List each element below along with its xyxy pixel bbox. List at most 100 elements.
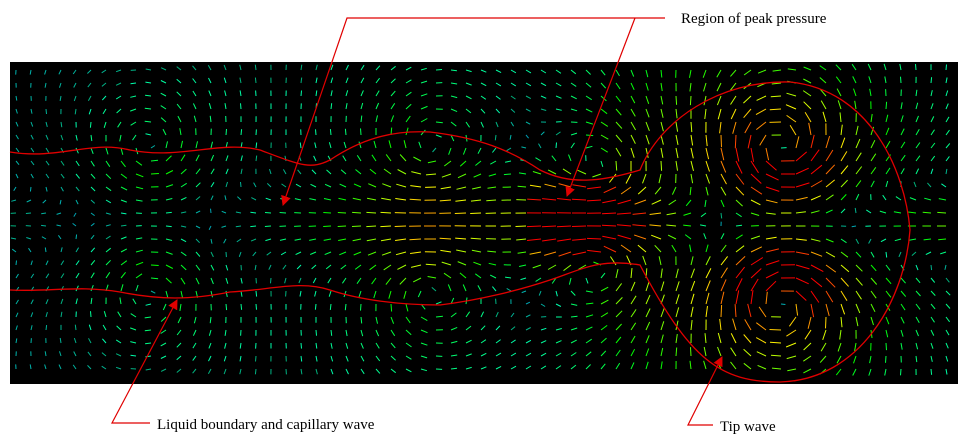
flow-panel xyxy=(10,62,958,384)
annotation-label: Liquid boundary and capillary wave xyxy=(157,417,375,433)
velocity-vector xyxy=(241,182,242,187)
velocity-vector xyxy=(516,226,527,227)
velocity-vector xyxy=(781,304,785,305)
velocity-vector xyxy=(661,161,662,171)
velocity-vector xyxy=(931,77,932,83)
velocity-vector xyxy=(345,304,346,310)
velocity-vector xyxy=(361,304,362,311)
velocity-vector xyxy=(331,330,332,336)
velocity-vector xyxy=(226,129,227,135)
velocity-vector xyxy=(352,226,361,227)
velocity-vector xyxy=(323,226,331,227)
velocity-vector xyxy=(361,317,362,323)
velocity-vector xyxy=(265,213,271,214)
velocity-vector xyxy=(280,213,286,214)
velocity-vector xyxy=(395,226,406,227)
velocity-vector xyxy=(381,212,392,213)
velocity-vector xyxy=(256,156,257,161)
velocity-vector xyxy=(151,265,159,266)
velocity-vector xyxy=(504,174,511,175)
velocity-vector xyxy=(256,356,257,362)
velocity-vector xyxy=(946,65,947,71)
velocity-vector xyxy=(256,143,257,149)
velocity-vector xyxy=(587,238,601,239)
velocity-vector xyxy=(166,212,172,213)
velocity-vector xyxy=(250,212,256,213)
velocity-vector xyxy=(301,91,302,97)
velocity-vector xyxy=(166,226,172,227)
page: Region of peak pressure Liquid boundary … xyxy=(0,0,958,437)
velocity-vector xyxy=(901,369,902,375)
velocity-vector xyxy=(330,304,331,310)
velocity-vector xyxy=(380,226,391,227)
velocity-vector xyxy=(616,161,617,171)
velocity-vector xyxy=(316,129,317,135)
velocity-vector xyxy=(527,226,541,227)
velocity-vector xyxy=(721,213,722,218)
velocity-vector xyxy=(826,317,827,328)
annotation-label: Tip wave xyxy=(720,419,776,435)
velocity-vector xyxy=(770,109,781,110)
velocity-vector xyxy=(338,226,346,227)
velocity-vector xyxy=(931,369,932,375)
figure: Region of peak pressure Liquid boundary … xyxy=(0,0,958,437)
velocity-vector xyxy=(916,64,917,70)
velocity-vector xyxy=(691,347,692,356)
velocity-vector xyxy=(352,212,361,213)
velocity-vector xyxy=(886,343,887,350)
velocity-vector xyxy=(721,135,722,147)
velocity-vector xyxy=(426,264,436,265)
velocity-vector xyxy=(250,226,256,227)
velocity-vector xyxy=(690,96,691,105)
velocity-vector xyxy=(886,102,887,109)
velocity-vector xyxy=(330,129,331,135)
velocity-vector xyxy=(470,213,481,214)
velocity-vector xyxy=(211,209,212,213)
velocity-vector xyxy=(265,226,271,227)
velocity-vector xyxy=(338,213,346,214)
velocity-vector xyxy=(366,212,376,213)
velocity-vector xyxy=(361,128,362,135)
velocity-vector xyxy=(241,304,242,310)
velocity-vector xyxy=(451,368,457,369)
velocity-vector xyxy=(410,199,421,200)
velocity-vector xyxy=(455,213,466,214)
velocity-vector xyxy=(938,239,946,240)
velocity-vector xyxy=(721,305,722,317)
velocity-vector xyxy=(76,235,77,240)
velocity-vector xyxy=(316,330,317,336)
velocity-vector xyxy=(440,238,451,239)
velocity-vector xyxy=(931,265,932,270)
velocity-vector xyxy=(436,70,442,71)
velocity-vector xyxy=(41,225,46,226)
velocity-vector xyxy=(735,135,736,148)
velocity-vector xyxy=(937,212,946,213)
velocity-vector xyxy=(676,96,677,105)
velocity-vector xyxy=(256,304,257,310)
velocity-vector xyxy=(331,103,332,109)
velocity-vector xyxy=(241,129,242,135)
velocity-vector xyxy=(241,103,242,109)
velocity-vector xyxy=(556,143,557,149)
velocity-vector xyxy=(451,70,457,71)
velocity-vector xyxy=(91,311,92,317)
velocity-vector xyxy=(391,304,392,312)
velocity-vector xyxy=(886,356,887,363)
velocity-vector xyxy=(255,369,256,374)
velocity-vector xyxy=(271,278,272,283)
velocity-vector xyxy=(345,129,346,135)
velocity-vector xyxy=(90,122,91,128)
velocity-vector xyxy=(572,226,586,227)
velocity-vector xyxy=(886,252,887,258)
velocity-vector xyxy=(75,325,76,330)
velocity-vector xyxy=(151,278,158,279)
velocity-vector xyxy=(676,348,677,357)
velocity-vector xyxy=(923,212,931,213)
velocity-vector xyxy=(770,330,782,331)
annotation-label: Region of peak pressure xyxy=(681,11,827,27)
velocity-vector xyxy=(323,213,331,214)
velocity-vector xyxy=(301,343,302,349)
velocity-vector xyxy=(151,160,158,161)
velocity-vector xyxy=(301,356,302,362)
velocity-vector xyxy=(46,325,47,330)
